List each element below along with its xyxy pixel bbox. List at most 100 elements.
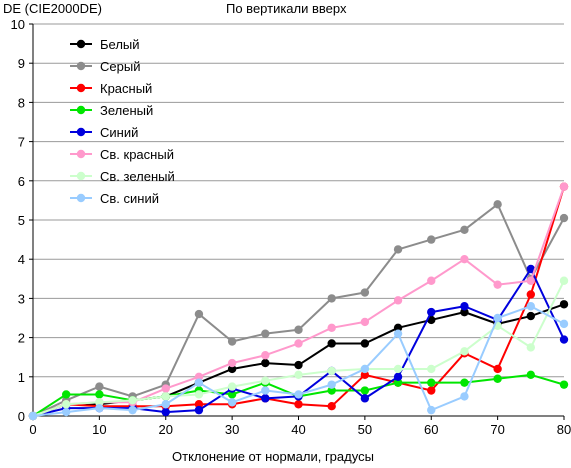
data-point	[161, 407, 170, 417]
data-point	[393, 296, 403, 305]
legend-label: Св. синий	[100, 191, 159, 206]
y-tick-label: 9	[18, 56, 25, 71]
data-point	[227, 398, 237, 407]
legend-item: Зеленый	[70, 103, 153, 118]
data-point	[526, 264, 536, 274]
data-point	[360, 317, 370, 327]
data-point	[327, 323, 336, 332]
x-tick-label: 60	[424, 422, 438, 437]
data-point	[393, 364, 403, 374]
series-lines	[28, 182, 569, 421]
data-point	[327, 402, 336, 411]
legend-item: Белый	[70, 37, 140, 52]
data-point	[393, 245, 403, 254]
data-point	[227, 382, 237, 391]
data-point	[194, 378, 204, 387]
data-point	[294, 370, 303, 380]
data-point	[194, 390, 204, 399]
data-point	[526, 370, 536, 380]
legend-label: Зеленый	[100, 103, 153, 118]
data-point	[559, 319, 569, 329]
data-point	[526, 290, 536, 299]
series-line	[32, 203, 565, 417]
chart-title: По вертикали вверх	[226, 1, 347, 16]
legend-swatch-marker	[76, 127, 86, 137]
series-line	[32, 186, 565, 417]
y-tick-label: 8	[18, 95, 25, 110]
data-point	[427, 235, 436, 244]
x-tick-label: 0	[29, 422, 36, 437]
data-point	[61, 400, 71, 409]
data-point	[294, 360, 303, 370]
data-point	[493, 364, 502, 374]
data-point	[393, 372, 403, 381]
data-point	[393, 323, 403, 332]
data-point	[427, 307, 436, 317]
data-point	[95, 382, 104, 391]
legend-item: Св. зеленый	[70, 169, 175, 184]
data-point	[294, 325, 303, 334]
legend-label: Красный	[100, 81, 152, 96]
axes: 0 1 2 3 4 5 6 7 8 9 10 0 10 20 30 40 50 60 70 80	[11, 17, 571, 437]
legend-label: Серый	[100, 59, 140, 74]
data-point	[526, 302, 536, 311]
data-point	[261, 376, 270, 385]
data-point	[261, 386, 270, 395]
legend-label: Белый	[100, 37, 140, 52]
legend-swatch-marker	[76, 171, 86, 181]
data-point	[28, 411, 38, 421]
legend-item: Св. красный	[70, 147, 174, 162]
data-point	[327, 380, 336, 389]
data-point	[559, 335, 569, 344]
data-point	[460, 225, 469, 234]
data-point	[493, 313, 502, 323]
data-point	[227, 358, 237, 368]
data-point	[460, 378, 469, 387]
data-point	[427, 276, 436, 285]
data-point	[559, 380, 569, 389]
legend-label: Св. красный	[100, 147, 174, 162]
x-axis-title: Отклонение от нормали, градусы	[172, 449, 374, 464]
data-point	[360, 370, 370, 380]
data-point	[360, 394, 370, 403]
data-point	[128, 396, 137, 405]
legend-label: Св. зеленый	[100, 169, 175, 184]
data-point	[327, 366, 336, 376]
data-point	[526, 276, 536, 285]
data-point	[95, 403, 104, 413]
y-axis-title: DE (CIE2000DE)	[3, 1, 102, 16]
data-point	[294, 400, 303, 409]
data-point	[161, 400, 170, 409]
data-point	[427, 405, 436, 415]
data-point	[194, 372, 204, 381]
data-point	[427, 364, 436, 374]
series-3	[28, 182, 569, 421]
data-point	[261, 358, 270, 368]
series-line	[32, 186, 565, 417]
y-tick-label: 4	[18, 252, 25, 267]
y-tick-label: 2	[18, 331, 25, 346]
data-point	[294, 339, 303, 348]
data-point	[393, 329, 403, 338]
series-6	[28, 182, 569, 421]
x-tick-label: 20	[159, 422, 173, 437]
data-point	[493, 280, 502, 289]
data-point	[194, 405, 204, 415]
data-point	[460, 302, 469, 311]
x-tick-label: 80	[557, 422, 571, 437]
data-point	[526, 343, 536, 352]
data-point	[360, 386, 370, 395]
data-point	[261, 394, 270, 403]
data-point	[427, 378, 436, 387]
x-tick-label: 10	[92, 422, 106, 437]
data-point	[161, 392, 170, 401]
data-point	[360, 339, 370, 348]
x-tick-label: 70	[490, 422, 504, 437]
data-point	[327, 294, 336, 303]
data-point	[128, 405, 137, 415]
legend-swatch-marker	[76, 105, 86, 115]
legend-item: Св. синий	[70, 191, 159, 206]
x-tick-label: 40	[291, 422, 305, 437]
